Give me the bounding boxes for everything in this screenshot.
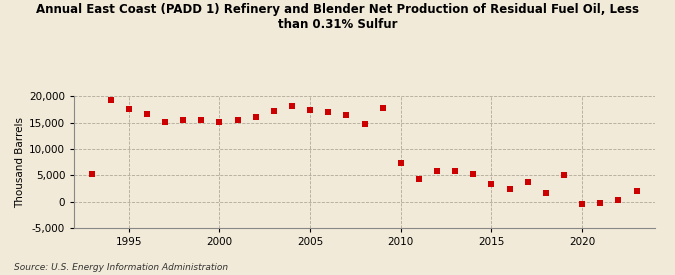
Point <box>631 189 642 194</box>
Point <box>196 118 207 122</box>
Point <box>432 169 443 173</box>
Point <box>87 172 98 176</box>
Point <box>414 177 425 181</box>
Point <box>323 109 333 114</box>
Point <box>159 119 170 124</box>
Point <box>396 161 406 166</box>
Point <box>286 104 297 108</box>
Text: Annual East Coast (PADD 1) Refinery and Blender Net Production of Residual Fuel : Annual East Coast (PADD 1) Refinery and … <box>36 3 639 31</box>
Point <box>377 106 388 111</box>
Point <box>359 122 370 126</box>
Point <box>576 202 587 206</box>
Point <box>504 186 515 191</box>
Point <box>559 173 570 178</box>
Point <box>178 118 188 122</box>
Point <box>269 108 279 113</box>
Point <box>468 172 479 176</box>
Y-axis label: Thousand Barrels: Thousand Barrels <box>15 117 25 208</box>
Point <box>232 118 243 122</box>
Point <box>613 197 624 202</box>
Point <box>214 120 225 124</box>
Point <box>341 112 352 117</box>
Point <box>105 98 116 102</box>
Point <box>142 111 153 116</box>
Point <box>486 182 497 186</box>
Point <box>250 115 261 120</box>
Text: Source: U.S. Energy Information Administration: Source: U.S. Energy Information Administ… <box>14 263 227 272</box>
Point <box>124 107 134 112</box>
Point <box>304 108 315 112</box>
Point <box>522 180 533 184</box>
Point <box>595 201 605 206</box>
Point <box>450 169 460 173</box>
Point <box>541 191 551 195</box>
